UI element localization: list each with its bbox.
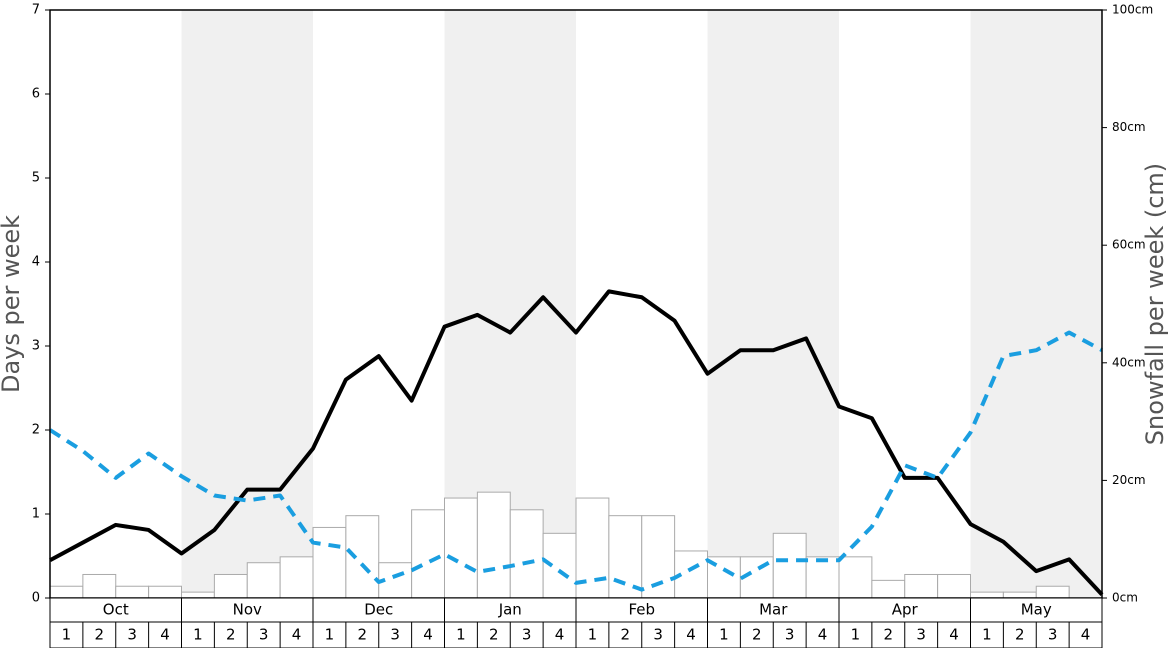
y-axis-label: Days per week xyxy=(0,215,25,393)
month-label: Nov xyxy=(233,601,262,619)
bar xyxy=(148,585,182,599)
month-label: May xyxy=(1021,601,1052,619)
bar xyxy=(542,532,577,599)
x-tick-label: 3 xyxy=(785,626,795,644)
month-label: Apr xyxy=(892,601,919,619)
x-tick-label: 3 xyxy=(259,626,269,644)
x-tick-label: 1 xyxy=(456,626,466,644)
x-tick-label: 1 xyxy=(588,626,598,644)
y-tick-label: 5 xyxy=(32,171,40,186)
x-tick-label: 1 xyxy=(325,626,335,644)
bar xyxy=(838,556,873,599)
x-tick-label: 4 xyxy=(292,626,302,644)
bar xyxy=(871,579,906,599)
bar xyxy=(970,591,1004,599)
x-tick-label: 2 xyxy=(752,626,762,644)
y-tick-label: 4 xyxy=(32,255,40,270)
x-tick-label: 3 xyxy=(653,626,663,644)
x-tick-label: 1 xyxy=(851,626,861,644)
month-shade xyxy=(181,10,313,598)
x-tick-label: 2 xyxy=(226,626,236,644)
bar xyxy=(213,573,248,599)
bar xyxy=(411,509,445,599)
month-shade xyxy=(970,10,1102,598)
bar xyxy=(1035,585,1070,599)
x-tick-label: 3 xyxy=(127,626,137,644)
x-tick-label: 1 xyxy=(982,626,992,644)
y2-tick-label: 20cm xyxy=(1112,473,1146,487)
bar xyxy=(608,515,643,599)
bar xyxy=(115,585,150,599)
x-tick-label: 4 xyxy=(818,626,828,644)
line xyxy=(49,289,1104,597)
month-label: Dec xyxy=(364,601,393,619)
x-tick-label: 4 xyxy=(160,626,170,644)
y2-axis-label: Snowfall per week (cm) xyxy=(1141,163,1168,445)
bar xyxy=(509,509,544,599)
x-tick-label: 4 xyxy=(1081,626,1091,644)
x-tick-label: 3 xyxy=(916,626,926,644)
y2-tick-label: 0cm xyxy=(1112,591,1138,605)
month-label: Jan xyxy=(498,601,522,619)
bar xyxy=(82,573,117,599)
bar xyxy=(772,532,807,599)
bar xyxy=(345,515,380,599)
x-tick-label: 2 xyxy=(621,626,631,644)
x-tick-label: 2 xyxy=(884,626,894,644)
x-tick-label: 4 xyxy=(949,626,959,644)
bar xyxy=(1002,591,1037,599)
x-tick-label: 3 xyxy=(522,626,532,644)
x-tick-label: 1 xyxy=(62,626,72,644)
y-tick-label: 3 xyxy=(32,339,40,354)
y-tick-label: 1 xyxy=(32,507,40,522)
bar xyxy=(937,573,971,599)
x-tick-label: 3 xyxy=(1048,626,1058,644)
x-tick-label: 1 xyxy=(193,626,203,644)
month-label: Feb xyxy=(628,601,655,619)
y2-tick-label: 100cm xyxy=(1112,3,1153,17)
y-tick-label: 2 xyxy=(32,423,40,438)
x-tick-label: 2 xyxy=(95,626,105,644)
x-tick-label: 4 xyxy=(555,626,565,644)
bar xyxy=(904,573,939,599)
bar xyxy=(246,562,281,599)
x-tick-label: 1 xyxy=(719,626,729,644)
x-tick-label: 2 xyxy=(1015,626,1025,644)
bar xyxy=(444,497,478,599)
y-tick-label: 0 xyxy=(32,591,40,606)
x-tick-label: 2 xyxy=(489,626,499,644)
y2-tick-label: 40cm xyxy=(1112,355,1146,369)
x-tick-label: 3 xyxy=(390,626,400,644)
bar xyxy=(279,556,314,599)
y2-tick-label: 80cm xyxy=(1112,120,1146,134)
x-tick-label: 4 xyxy=(423,626,433,644)
bar xyxy=(476,491,511,599)
month-label: Oct xyxy=(103,601,129,619)
bar xyxy=(805,556,840,599)
bar xyxy=(49,585,84,599)
bar xyxy=(312,526,347,599)
y-tick-label: 6 xyxy=(32,87,40,102)
x-tick-label: 4 xyxy=(686,626,696,644)
y2-tick-label: 60cm xyxy=(1112,238,1146,252)
month-shade xyxy=(707,10,839,598)
x-tick-label: 2 xyxy=(358,626,368,644)
line xyxy=(48,330,1103,592)
y-tick-label: 7 xyxy=(32,3,40,18)
bar xyxy=(181,591,215,599)
month-label: Mar xyxy=(759,601,788,619)
